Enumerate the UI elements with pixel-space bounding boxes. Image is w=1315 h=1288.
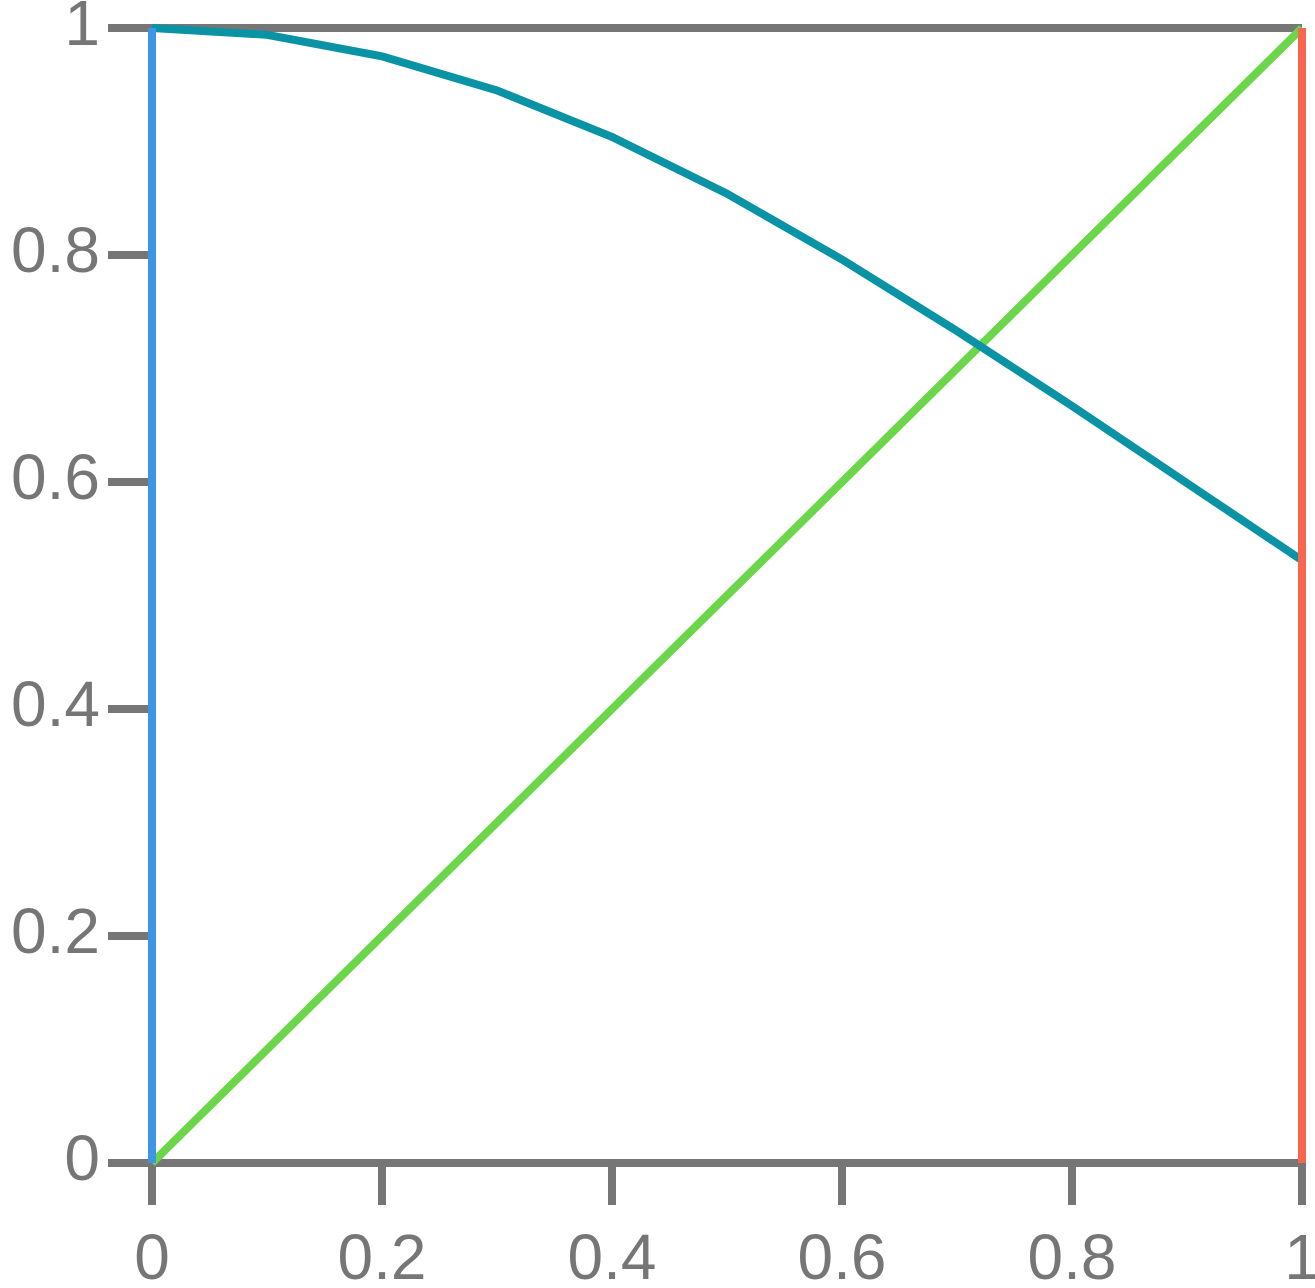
x-tick-label: 0.8 [1028, 1221, 1117, 1288]
x-tick-label: 0.2 [338, 1221, 427, 1288]
x-tick-label: 0 [134, 1221, 170, 1288]
y-tick-label: 0 [64, 1122, 100, 1194]
y-tick-label: 0.6 [11, 441, 100, 513]
x-tick-label: 1 [1284, 1221, 1315, 1288]
y-tick-label: 0.2 [11, 895, 100, 967]
line-series [149, 25, 1305, 1166]
line-series [151, 24, 1305, 564]
x-tick-label: 0.6 [798, 1221, 887, 1288]
y-tick-label: 0.4 [11, 668, 100, 740]
x-tick-label: 0.4 [568, 1221, 657, 1288]
y-tick-label: 1 [64, 0, 100, 59]
y-tick-label: 0.8 [11, 214, 100, 286]
